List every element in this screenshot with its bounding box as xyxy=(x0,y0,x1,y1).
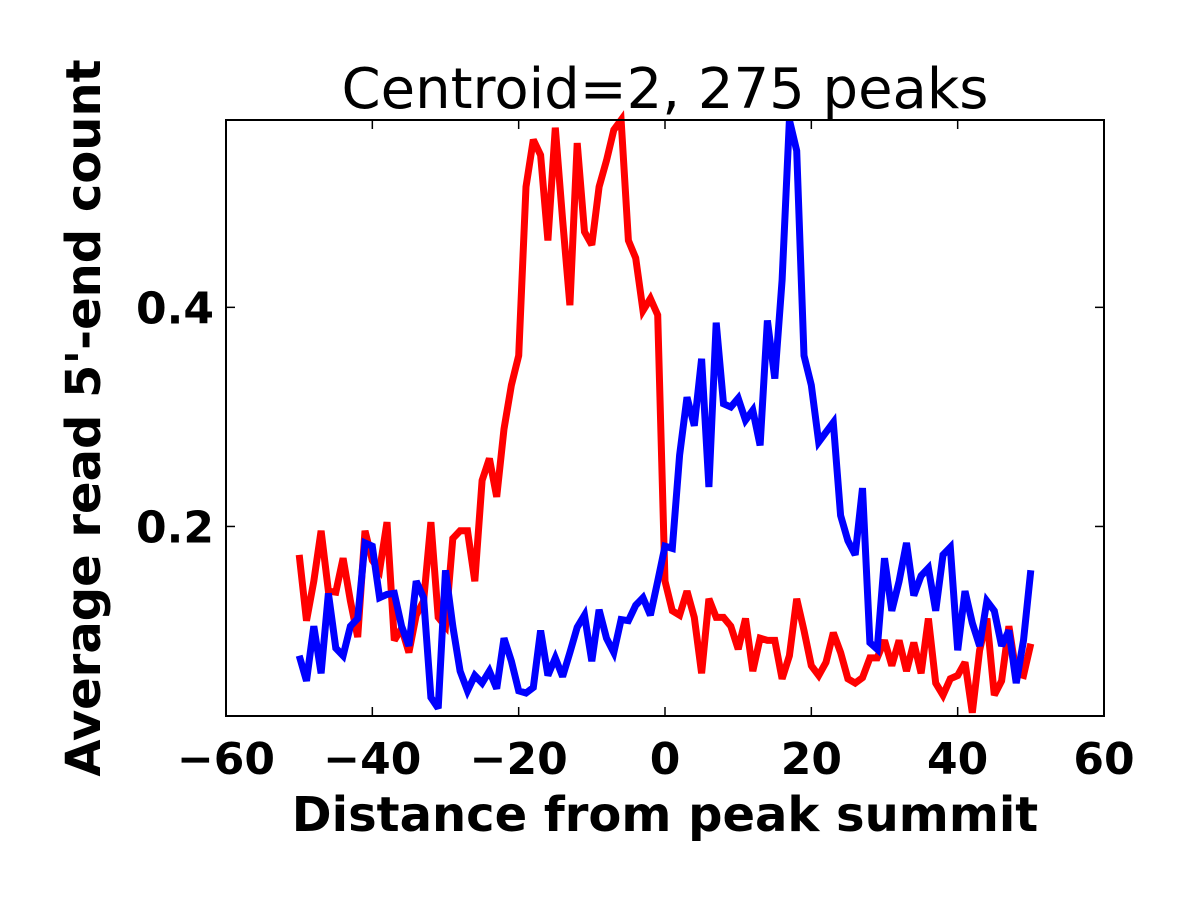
y-tick-label: 0.4 xyxy=(136,283,214,334)
x-tick-label: 20 xyxy=(781,734,842,785)
series-layer xyxy=(295,110,1035,714)
chart-title: Centroid=2, 275 peaks xyxy=(342,57,989,122)
x-tick-label: 60 xyxy=(1073,734,1134,785)
x-tick-label: 40 xyxy=(927,734,988,785)
x-tick-label: −40 xyxy=(323,734,421,785)
y-axis-label: Average read 5'-end count xyxy=(56,59,112,776)
x-axis-label: Distance from peak summit xyxy=(292,787,1038,843)
x-tick-label: −60 xyxy=(177,734,275,785)
x-tick-label: 0 xyxy=(650,734,681,785)
tick-layer: −60 −40 −20 0 20 40 60 0.2 0.4 xyxy=(136,120,1135,785)
y-tick-label: 0.2 xyxy=(136,502,214,553)
x-tick-label: −20 xyxy=(470,734,568,785)
series-line-blue xyxy=(295,119,1035,711)
